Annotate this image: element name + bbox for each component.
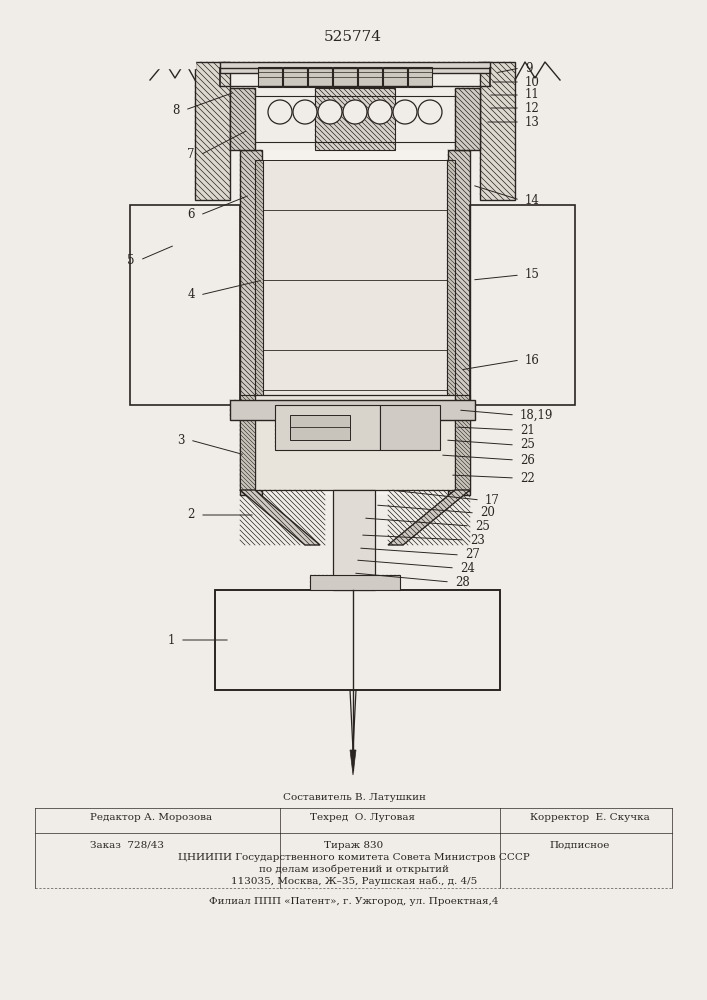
Text: 2: 2 bbox=[187, 508, 195, 522]
Text: Техред  О. Луговая: Техред О. Луговая bbox=[310, 814, 415, 822]
Text: 20: 20 bbox=[480, 506, 495, 520]
Text: 25: 25 bbox=[520, 438, 535, 452]
Text: 24: 24 bbox=[460, 562, 475, 574]
Bar bbox=[262, 150, 448, 495]
Text: 28: 28 bbox=[455, 576, 469, 588]
Bar bbox=[255, 160, 263, 400]
Text: Филиал ППП «Патент», г. Ужгород, ул. Проектная,4: Филиал ППП «Патент», г. Ужгород, ул. Про… bbox=[209, 896, 498, 906]
Bar bbox=[240, 395, 255, 490]
Text: 525774: 525774 bbox=[324, 30, 382, 44]
Bar bbox=[215, 590, 500, 690]
Text: ЦНИИПИ Государственного комитета Совета Министров СССР: ЦНИИПИ Государственного комитета Совета … bbox=[178, 852, 530, 861]
Bar bbox=[358, 67, 382, 87]
Text: Заказ  728/43: Заказ 728/43 bbox=[90, 840, 164, 850]
Text: 1: 1 bbox=[168, 634, 175, 647]
Bar bbox=[215, 590, 500, 690]
Text: Составитель В. Латушкин: Составитель В. Латушкин bbox=[283, 794, 426, 802]
Bar bbox=[447, 160, 455, 400]
Bar bbox=[290, 415, 350, 440]
Text: по делам изобретений и открытий: по делам изобретений и открытий bbox=[259, 864, 449, 874]
Text: 23: 23 bbox=[470, 534, 485, 546]
Bar bbox=[220, 62, 490, 73]
Bar bbox=[455, 395, 470, 490]
Bar bbox=[408, 67, 432, 87]
Bar bbox=[195, 62, 230, 200]
Bar bbox=[255, 395, 455, 490]
Text: 21: 21 bbox=[520, 424, 534, 436]
Bar bbox=[130, 205, 240, 405]
Text: Подписное: Подписное bbox=[550, 840, 610, 850]
Bar bbox=[333, 490, 375, 590]
Circle shape bbox=[293, 100, 317, 124]
Bar bbox=[315, 88, 395, 150]
Polygon shape bbox=[350, 750, 356, 775]
Text: 18,19: 18,19 bbox=[520, 408, 554, 422]
Text: 14: 14 bbox=[525, 194, 540, 207]
Bar bbox=[258, 67, 282, 87]
Text: 3: 3 bbox=[177, 434, 185, 446]
Polygon shape bbox=[388, 490, 470, 545]
Text: 11: 11 bbox=[525, 89, 539, 102]
Bar bbox=[480, 62, 515, 200]
Bar bbox=[470, 205, 575, 405]
Text: 15: 15 bbox=[525, 268, 540, 282]
Bar bbox=[310, 575, 400, 590]
Text: Редактор А. Морозова: Редактор А. Морозова bbox=[90, 814, 212, 822]
Bar bbox=[263, 160, 447, 400]
Bar bbox=[383, 67, 407, 87]
Circle shape bbox=[268, 100, 292, 124]
Text: 5: 5 bbox=[127, 253, 135, 266]
Text: 12: 12 bbox=[525, 102, 539, 114]
Bar bbox=[230, 400, 475, 420]
Bar bbox=[283, 67, 307, 87]
Text: 22: 22 bbox=[520, 472, 534, 485]
Text: 10: 10 bbox=[525, 76, 540, 89]
Circle shape bbox=[368, 100, 392, 124]
Circle shape bbox=[393, 100, 417, 124]
Text: 17: 17 bbox=[485, 493, 500, 506]
Text: 26: 26 bbox=[520, 454, 535, 466]
Polygon shape bbox=[240, 490, 320, 545]
Bar bbox=[333, 67, 357, 87]
Circle shape bbox=[418, 100, 442, 124]
Bar bbox=[230, 88, 255, 150]
Bar bbox=[380, 405, 440, 450]
Text: 4: 4 bbox=[187, 288, 195, 302]
Text: 6: 6 bbox=[187, 209, 195, 222]
Bar bbox=[455, 88, 480, 150]
Text: 7: 7 bbox=[187, 148, 195, 161]
Text: 27: 27 bbox=[465, 548, 480, 562]
Text: Корректор  Е. Скучка: Корректор Е. Скучка bbox=[530, 814, 650, 822]
Text: 13: 13 bbox=[525, 115, 540, 128]
Bar bbox=[308, 67, 332, 87]
Text: 9: 9 bbox=[525, 62, 532, 75]
Text: Тираж 830: Тираж 830 bbox=[325, 840, 384, 850]
Bar bbox=[240, 150, 262, 495]
Bar bbox=[448, 150, 470, 495]
Text: 16: 16 bbox=[525, 354, 540, 366]
Circle shape bbox=[318, 100, 342, 124]
Text: 113035, Москва, Ж–35, Раушская наб., д. 4/5: 113035, Москва, Ж–35, Раушская наб., д. … bbox=[231, 876, 477, 886]
Text: 8: 8 bbox=[173, 104, 180, 116]
Circle shape bbox=[343, 100, 367, 124]
Text: 25: 25 bbox=[475, 520, 490, 532]
Bar bbox=[275, 405, 380, 450]
